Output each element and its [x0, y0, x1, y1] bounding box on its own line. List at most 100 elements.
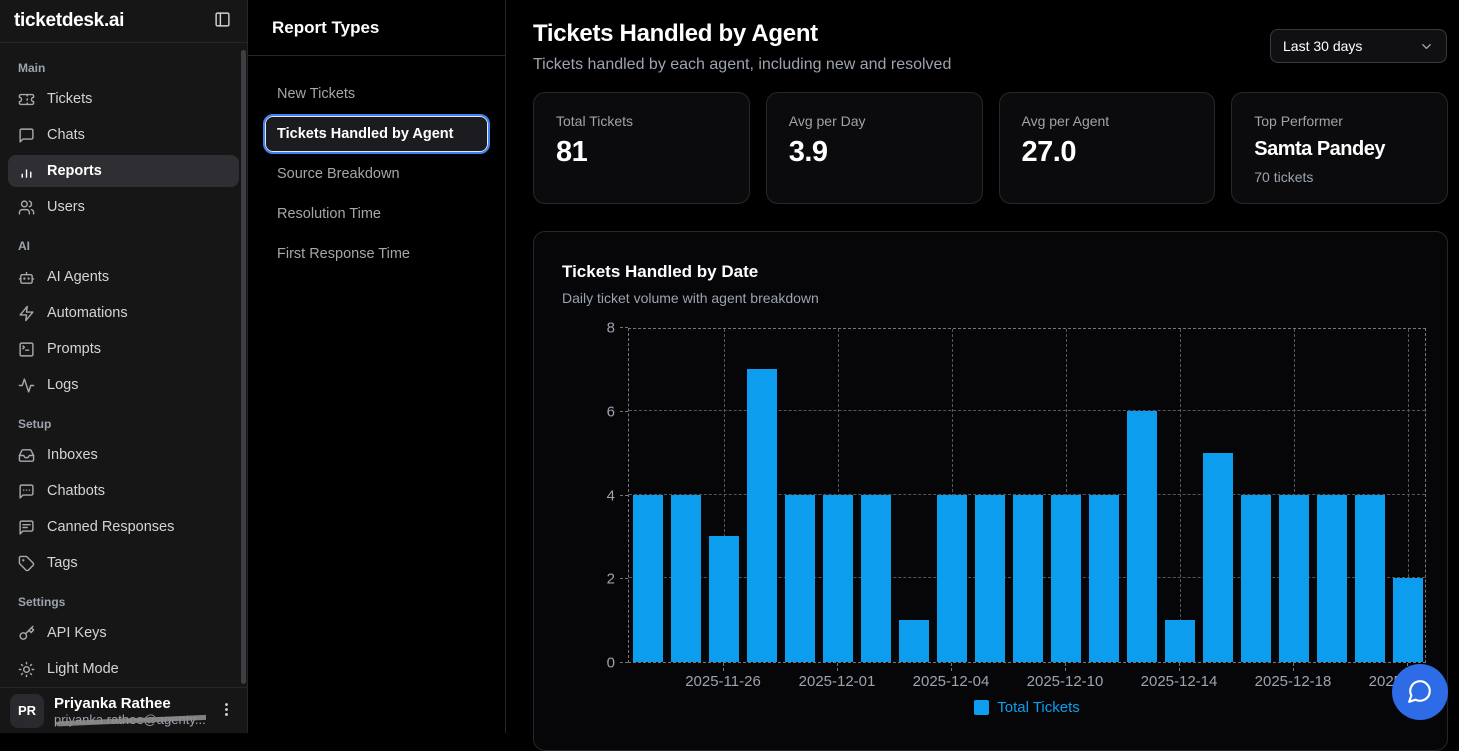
sidebar-item-tags[interactable]: Tags [8, 547, 239, 579]
sidebar-item-ai-agents[interactable]: AI Agents [8, 261, 239, 293]
gridline-v [1180, 329, 1181, 662]
report-types-panel: Report Types New Tickets Tickets Handled … [248, 0, 506, 733]
bar-4[interactable] [785, 494, 815, 662]
date-range-dropdown[interactable]: Last 30 days [1270, 29, 1447, 63]
bar-0[interactable] [633, 494, 663, 662]
chart-subtitle: Daily ticket volume with agent breakdown [562, 290, 819, 306]
user-menu-button[interactable] [216, 699, 237, 723]
user-email: priyanka.rathee@agenty.... [54, 712, 206, 727]
y-tick-label: 2 [606, 570, 615, 588]
chart-card: Tickets Handled by Date Daily ticket vol… [533, 231, 1448, 751]
y-tick-label: 4 [606, 487, 615, 504]
bar-7[interactable] [899, 620, 929, 662]
y-tick-label: 8 [606, 319, 615, 337]
report-type-new-tickets[interactable]: New Tickets [277, 86, 356, 102]
chat-bubble-icon [18, 127, 35, 144]
date-range-value: Last 30 days [1283, 38, 1363, 54]
app-logo: ticketdesk.ai [14, 10, 125, 31]
sidebar-item-chats[interactable]: Chats [8, 119, 239, 151]
sidebar-item-label: Prompts [47, 341, 101, 357]
stat-card-top-performer: Top Performer Samta Pandey 70 tickets [1231, 92, 1448, 204]
sidebar-item-canned-responses[interactable]: Canned Responses [8, 511, 239, 543]
bot-icon [18, 269, 35, 286]
chart-legend[interactable]: Total Tickets [628, 699, 1426, 716]
sidebar-item-label: Users [47, 199, 85, 215]
sidebar-item-api-keys[interactable]: API Keys [8, 617, 239, 649]
sidebar-scrollbar[interactable] [241, 50, 246, 684]
sidebar-item-chatbots[interactable]: Chatbots [8, 475, 239, 507]
chart-title: Tickets Handled by Date [562, 262, 759, 281]
bar-13[interactable] [1127, 410, 1157, 662]
bar-8[interactable] [937, 494, 967, 662]
gridline-v [724, 329, 725, 662]
gridline-v [1408, 329, 1409, 662]
stats-row: Total Tickets 81 Avg per Day 3.9 Avg per Age… [533, 92, 1448, 204]
stat-value: 27.0 [1021, 136, 1077, 168]
y-tick-mark [620, 327, 628, 328]
bar-20[interactable] [1393, 578, 1423, 662]
gridline-h [629, 409, 1425, 411]
sidebar-item-reports[interactable]: Reports [8, 155, 239, 187]
sidebar-collapse-button[interactable] [212, 9, 233, 33]
report-type-first-response-time[interactable]: First Response Time [277, 246, 410, 262]
bar-19[interactable] [1355, 494, 1385, 662]
sun-icon [18, 661, 35, 678]
x-tick-label: 2025-11-26 [685, 673, 761, 690]
report-type-tickets-handled-by-agent[interactable]: Tickets Handled by Agent [263, 114, 490, 154]
x-tick-mark [1179, 663, 1180, 671]
sidebar-item-inboxes[interactable]: Inboxes [8, 439, 239, 471]
activity-icon [18, 377, 35, 394]
bar-14[interactable] [1165, 620, 1195, 662]
user-meta: Priyanka Rathee priyanka.rathee@agenty..… [54, 695, 206, 727]
sidebar-item-automations[interactable]: Automations [8, 297, 239, 329]
avatar: PR [10, 693, 44, 728]
chevron-down-icon [1419, 39, 1434, 54]
bar-17[interactable] [1279, 494, 1309, 662]
bar-3[interactable] [747, 368, 777, 662]
bar-18[interactable] [1317, 494, 1347, 662]
bar-9[interactable] [975, 494, 1005, 662]
gridline-h [629, 493, 1425, 495]
sidebar-section-label-main: Main [18, 61, 46, 75]
bar-6[interactable] [861, 494, 891, 662]
page-subtitle: Tickets handled by each agent, including… [533, 56, 952, 73]
bar-5[interactable] [823, 494, 853, 662]
bar-15[interactable] [1203, 452, 1233, 662]
chat-widget-button[interactable] [1392, 664, 1448, 720]
bar-1[interactable] [671, 494, 701, 662]
chart-plot-area[interactable] [628, 328, 1426, 663]
sidebar-item-label: Canned Responses [47, 519, 175, 535]
bar-16[interactable] [1241, 494, 1271, 662]
sidebar-item-tickets[interactable]: Tickets [8, 83, 239, 115]
stat-label: Avg per Day [788, 113, 866, 129]
report-type-resolution-time[interactable]: Resolution Time [277, 206, 381, 222]
bar-10[interactable] [1013, 494, 1043, 662]
stat-label: Top Performer [1254, 113, 1343, 129]
legend-swatch [974, 700, 990, 715]
sidebar-item-light-mode[interactable]: Light Mode [8, 653, 239, 685]
stat-label: Total Tickets [556, 113, 634, 129]
sidebar-item-prompts[interactable]: Prompts [8, 333, 239, 365]
report-types-header: Report Types [248, 0, 505, 56]
zap-icon [18, 305, 35, 322]
bar-2[interactable] [709, 536, 739, 662]
x-tick-label: 2025-12-14 [1140, 673, 1218, 690]
user-profile-row[interactable]: PR Priyanka Rathee priyanka.rathee@agent… [0, 687, 247, 733]
bar-chart: 0 2 4 6 8 2025-11-26 2025-12-01 2025-12-04 2025-… [607, 320, 1446, 691]
x-tick-mark [723, 663, 724, 671]
bar-chart-icon [18, 163, 35, 180]
more-vertical-icon [218, 701, 235, 721]
bar-11[interactable] [1051, 494, 1081, 662]
y-tick-mark [620, 494, 628, 496]
user-name: Priyanka Rathee [54, 694, 171, 712]
users-icon [18, 199, 35, 216]
x-tick-label: 2025-12-18 [1254, 673, 1332, 690]
report-type-source-breakdown[interactable]: Source Breakdown [277, 166, 400, 182]
sidebar-section-label-settings: Settings [18, 595, 66, 609]
stat-value: 3.9 [788, 136, 828, 168]
bar-12[interactable] [1089, 494, 1119, 662]
sidebar-item-logs[interactable]: Logs [8, 369, 239, 401]
main-content: Tickets Handled by Agent Tickets handled… [506, 0, 1459, 751]
sidebar-item-users[interactable]: Users [8, 191, 239, 223]
